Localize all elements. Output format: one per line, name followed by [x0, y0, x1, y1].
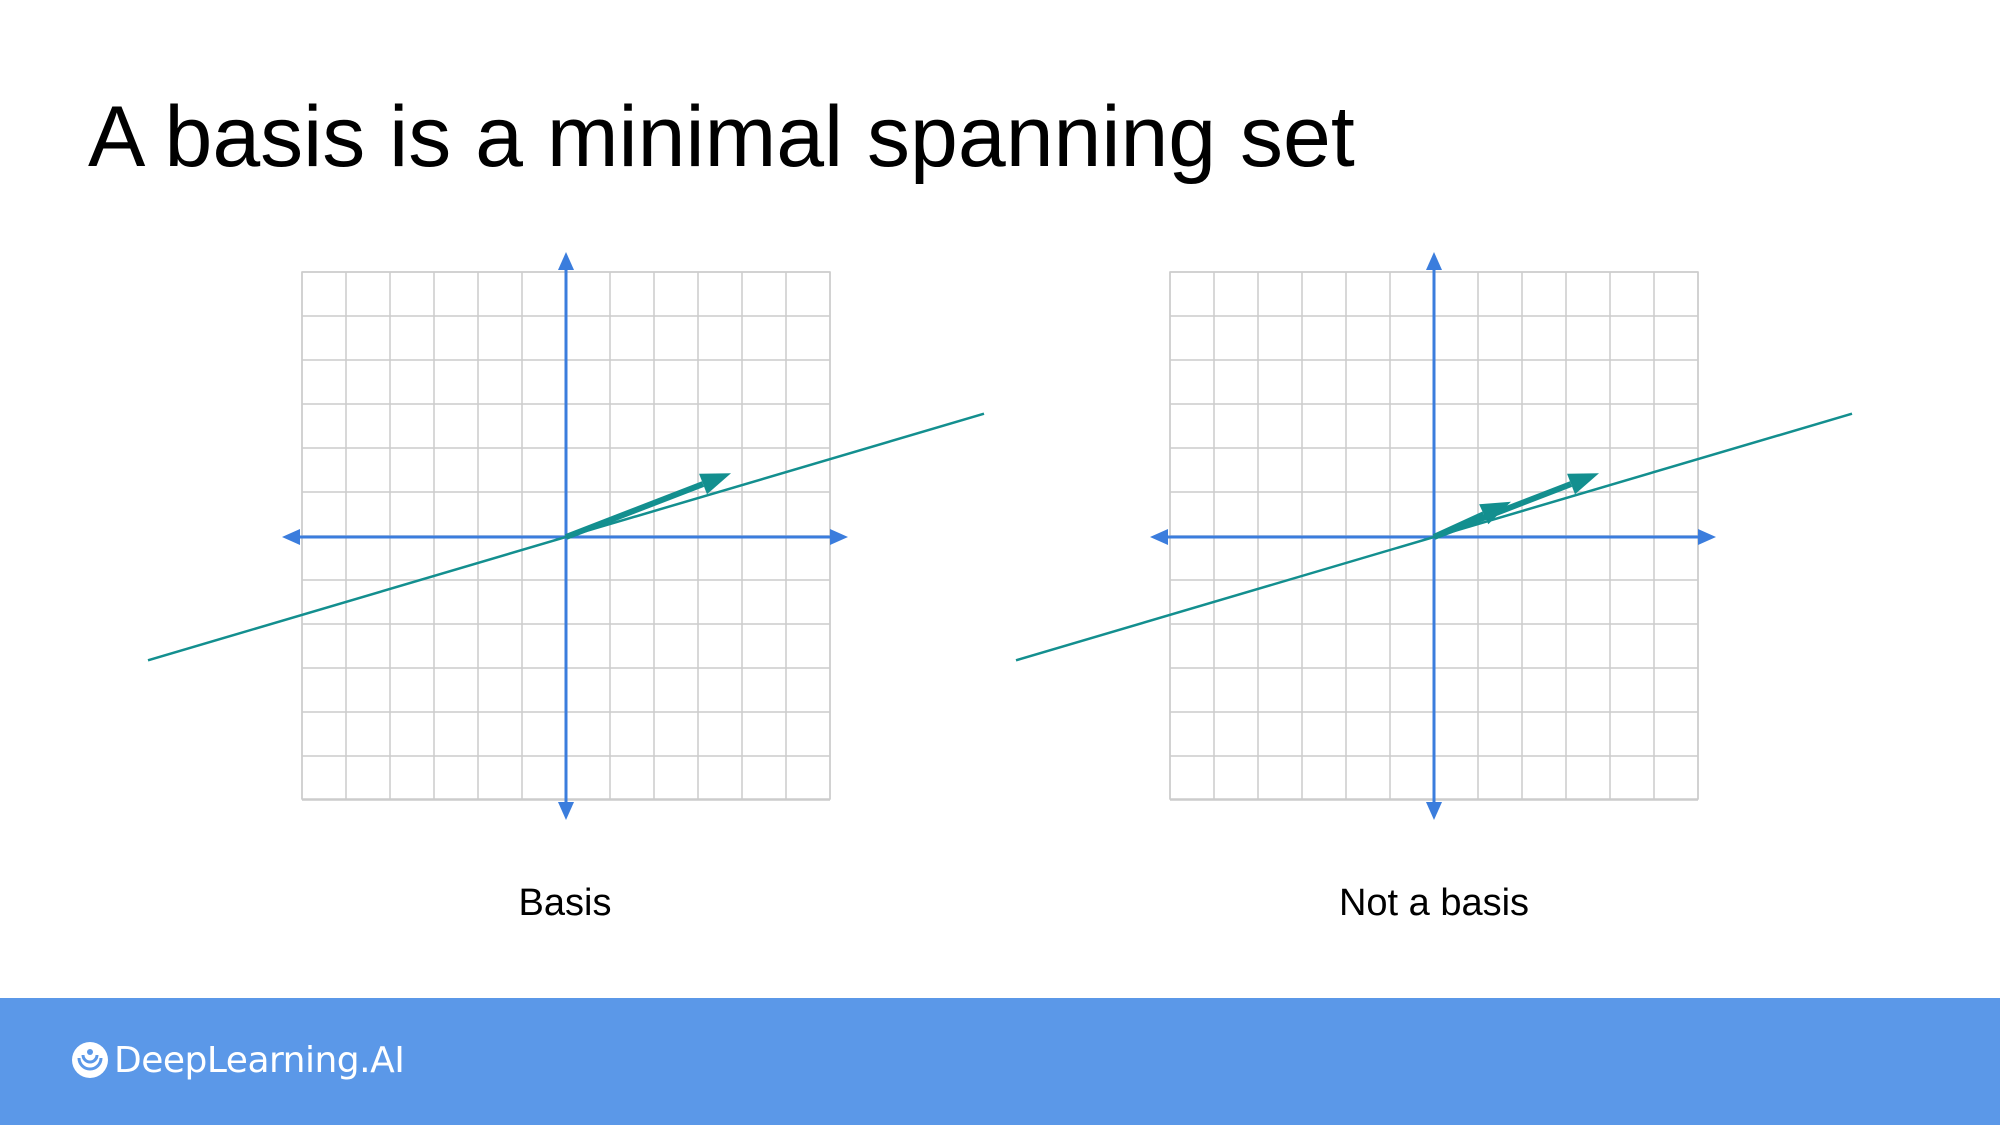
brand-name: DeepLearning.AI [114, 1040, 405, 1081]
y-axis-up-arrow [1426, 252, 1442, 270]
vector-shaft [564, 481, 705, 540]
y-axis-up-arrow [558, 252, 574, 270]
x-axis-right-arrow [830, 529, 848, 545]
y-axis-down-arrow [1426, 802, 1442, 820]
footer-bar: DeepLearning.AI [0, 998, 2000, 1125]
deeplearning-logo-icon [72, 1042, 108, 1078]
x-axis-right-arrow [1698, 529, 1716, 545]
y-axis-down-arrow [558, 802, 574, 820]
x-axis-left-arrow [1150, 529, 1168, 545]
vector-arrowhead [699, 473, 731, 495]
panel-not-a-basis [1015, 252, 1853, 820]
vector-arrowhead [1567, 473, 1599, 495]
diagram-canvas [147, 252, 1853, 820]
x-axis-left-arrow [282, 529, 300, 545]
caption-not-a-basis: Not a basis [1338, 882, 1530, 924]
caption-basis: Basis [518, 882, 612, 924]
vector-shaft [1432, 481, 1573, 540]
slide-title: A basis is a minimal spanning set [88, 89, 1355, 185]
panel-basis [147, 252, 985, 820]
